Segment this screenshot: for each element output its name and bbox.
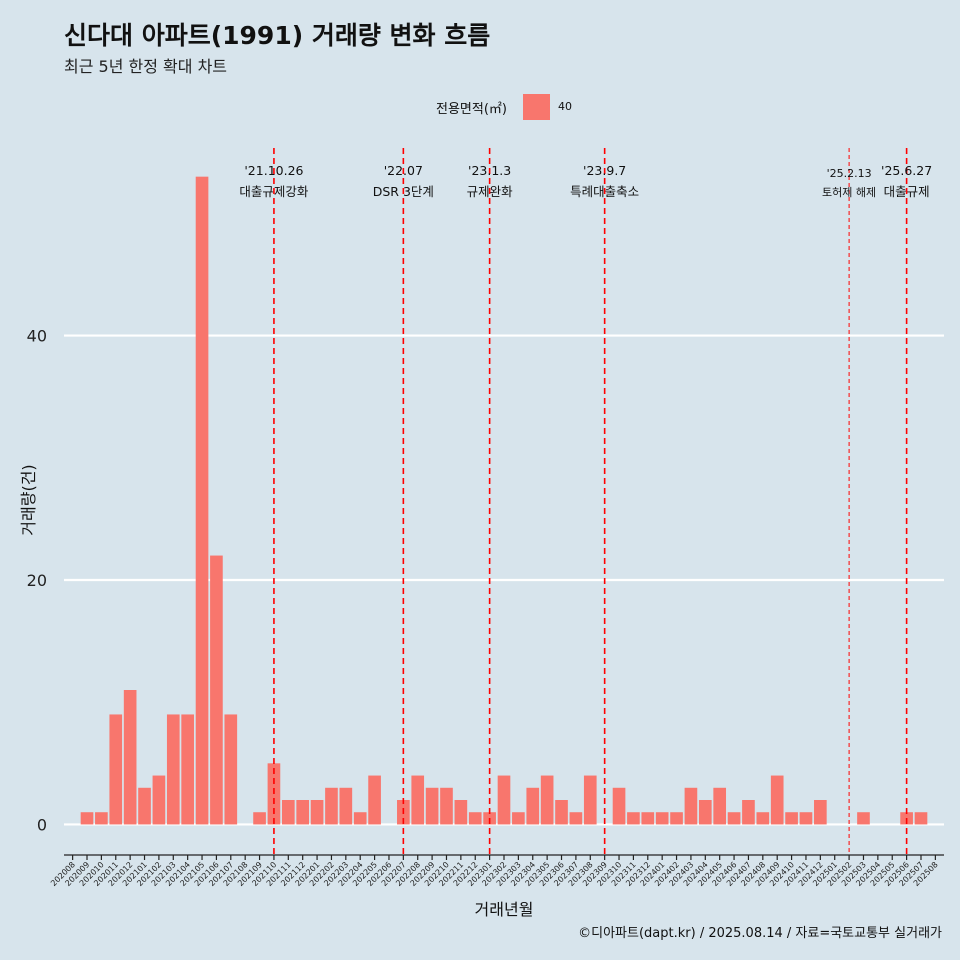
bar-202010	[95, 812, 108, 825]
bar-202411	[799, 812, 813, 825]
legend: 전용면적(㎡) 40	[0, 94, 960, 120]
bar-202305	[540, 775, 554, 825]
bar-202311	[627, 812, 640, 825]
bar-202410	[785, 812, 798, 825]
bar-202109	[253, 812, 266, 825]
legend-key-swatch	[523, 94, 550, 120]
chart-subtitle: 최근 5년 한정 확대 차트	[64, 57, 228, 76]
bar-202405	[713, 787, 727, 825]
legend-entry-label: 40	[558, 100, 572, 113]
event-name-label: 대출규제강화	[239, 184, 309, 199]
event-date-label: '25.6.27	[881, 163, 932, 178]
bar-202408	[756, 812, 770, 825]
bar-202103	[166, 714, 180, 825]
bar-202102	[152, 775, 166, 825]
y-tick-label: 0	[37, 815, 47, 834]
y-tick-label: 40	[27, 327, 47, 346]
bar-202211	[454, 800, 468, 825]
event-date-label: '23.9.7	[583, 163, 626, 178]
legend-title: 전용면적(㎡)	[436, 102, 507, 117]
bar-202302	[497, 775, 511, 825]
bar-202202	[325, 787, 338, 825]
bar-202409	[770, 775, 784, 825]
bar-202201	[310, 800, 324, 825]
bar-202104	[181, 714, 194, 825]
event-date-label: '23.1.3	[468, 163, 511, 178]
event-name-label: 대출규제	[884, 184, 930, 199]
bar-202106	[210, 555, 223, 825]
bar-202402	[670, 812, 683, 825]
bar-202401	[655, 812, 669, 825]
bar-202404	[698, 800, 712, 825]
bar-202203	[339, 787, 353, 825]
event-name-label: DSR 3단계	[373, 184, 434, 199]
bar-202304	[526, 787, 540, 825]
bar-202308	[583, 775, 597, 825]
event-date-label: '22.07	[384, 163, 423, 178]
bar-202012	[123, 690, 137, 825]
bar-202209	[425, 787, 439, 825]
bar-202011	[109, 714, 123, 825]
bar-202112	[296, 800, 310, 825]
event-date-label: '21.10.26	[244, 163, 303, 178]
bar-202403	[684, 787, 698, 825]
bar-202503	[857, 812, 870, 825]
bar-202101	[138, 787, 151, 825]
bar-202111	[281, 800, 295, 825]
bar-202306	[555, 800, 568, 825]
bar-202208	[411, 775, 425, 825]
bar-202310	[612, 787, 626, 825]
event-name-label: 토허제 해제	[822, 185, 876, 199]
bar-202009	[80, 812, 94, 825]
chart-title: 신다대 아파트(1991) 거래량 변화 흐름	[64, 21, 491, 50]
bar-202412	[814, 800, 827, 825]
bar-202210	[440, 787, 453, 825]
y-tick-label: 20	[27, 571, 47, 590]
y-axis-title: 거래량(건)	[19, 464, 38, 535]
bar-202205	[368, 775, 381, 825]
bar-202406	[727, 812, 741, 825]
event-date-label: '25.2.13	[827, 167, 872, 180]
bar-202407	[742, 800, 755, 825]
bar-202105	[195, 176, 209, 825]
bar-202204	[353, 812, 367, 825]
bar-202312	[641, 812, 655, 825]
x-axis-title: 거래년월	[475, 900, 534, 919]
bar-202307	[569, 812, 583, 825]
bar-202303	[512, 812, 525, 825]
bar-202212	[468, 812, 482, 825]
bar-202107	[224, 714, 238, 825]
event-name-label: 특례대출축소	[570, 184, 639, 199]
bar-202507	[914, 812, 928, 825]
chart-caption: ©디아파트(dapt.kr) / 2025.08.14 / 자료=국토교통부 실…	[578, 926, 942, 941]
event-name-label: 규제완화	[467, 184, 514, 199]
